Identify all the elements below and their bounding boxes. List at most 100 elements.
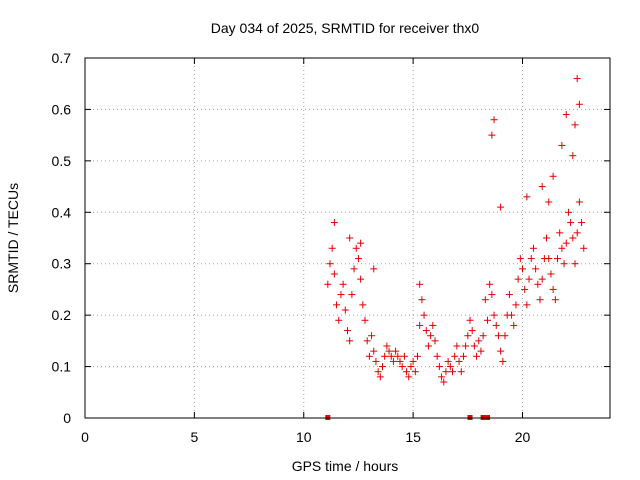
x-tick-label: 15 [405,429,421,445]
data-point [453,342,461,350]
data-point [466,316,474,324]
data-point [510,321,518,329]
data-point [468,327,476,335]
data-point [490,116,498,124]
data-point [545,198,553,206]
data-point [508,311,516,319]
data-point [400,352,408,360]
data-point [486,280,494,288]
data-point [370,265,378,273]
y-tick-label: 0.4 [52,204,72,220]
grid-lines [85,58,610,418]
data-point [405,373,413,381]
data-point [418,296,426,304]
data-point [383,342,391,350]
data-point [449,368,456,376]
data-point [499,357,507,365]
data-point [512,301,520,309]
data-point [470,342,478,350]
data-point [554,255,561,263]
data-point [532,265,540,273]
axis-ticks: 0 5 10 15 20 0 0.1 0.2 0.3 0.4 0.5 0.6 0.7 [52,50,610,445]
y-tick-label: 0.3 [52,256,72,272]
data-point [361,316,369,324]
data-point [580,244,588,252]
data-point [381,352,389,360]
plot-frame [84,57,611,419]
y-axis-label: SRMTID / TECUs [5,183,21,293]
data-point [344,327,351,335]
data-point [333,301,341,309]
data-point [477,347,485,355]
data-point [492,321,500,329]
data-point [547,270,555,278]
data-point [457,368,465,376]
data-point [501,332,509,340]
data-point [567,219,575,227]
data-point [379,363,386,371]
data-point [475,337,483,345]
data-point [473,352,481,360]
data-point [514,275,522,283]
data-point [551,296,559,304]
data-point [521,285,529,293]
data-point [374,368,382,376]
data-point [433,352,441,360]
data-point [569,234,577,242]
y-tick-label: 0.1 [52,359,72,375]
data-point [431,337,439,345]
data-point [481,296,489,304]
data-point [525,275,533,283]
data-point [516,255,524,263]
data-point [529,244,537,252]
data-point [416,321,424,329]
data-point [578,219,586,227]
data-point [556,229,564,237]
data-point [422,327,430,335]
data-point [558,141,566,149]
data-point [488,131,496,139]
data-point [398,363,406,371]
data-point [479,332,487,340]
data-point [519,265,526,273]
data-point [497,203,505,211]
data-point [348,291,356,299]
x-tick-label: 10 [296,429,312,445]
data-point [346,234,354,242]
data-point [549,172,557,180]
data-point [368,332,376,340]
data-point [490,311,498,319]
data-point [335,316,343,324]
y-tick-label: 0.5 [52,153,72,169]
data-point [536,296,544,304]
data-point [455,357,463,365]
data-point [459,352,467,360]
data-point [575,198,583,206]
data-point [569,152,577,160]
x-tick-label: 5 [190,429,198,445]
data-point [357,239,365,247]
data-point [326,260,334,268]
data-point [416,280,424,288]
data-point [438,373,446,381]
data-point [370,347,378,355]
data-point [403,368,411,376]
data-point [497,347,505,355]
data-point [392,347,400,355]
data-point [376,373,384,381]
data-point [484,316,491,324]
data-point [527,255,535,263]
data-point [446,363,454,371]
data-point [560,260,568,268]
data-point [396,357,404,365]
data-point [571,121,579,129]
data-point [543,234,551,242]
data-point [359,301,367,309]
data-point [442,368,450,376]
y-tick-label: 0 [63,410,71,426]
data-point [562,111,570,119]
data-point [573,75,581,83]
data-point [451,352,459,360]
data-point [385,347,393,355]
